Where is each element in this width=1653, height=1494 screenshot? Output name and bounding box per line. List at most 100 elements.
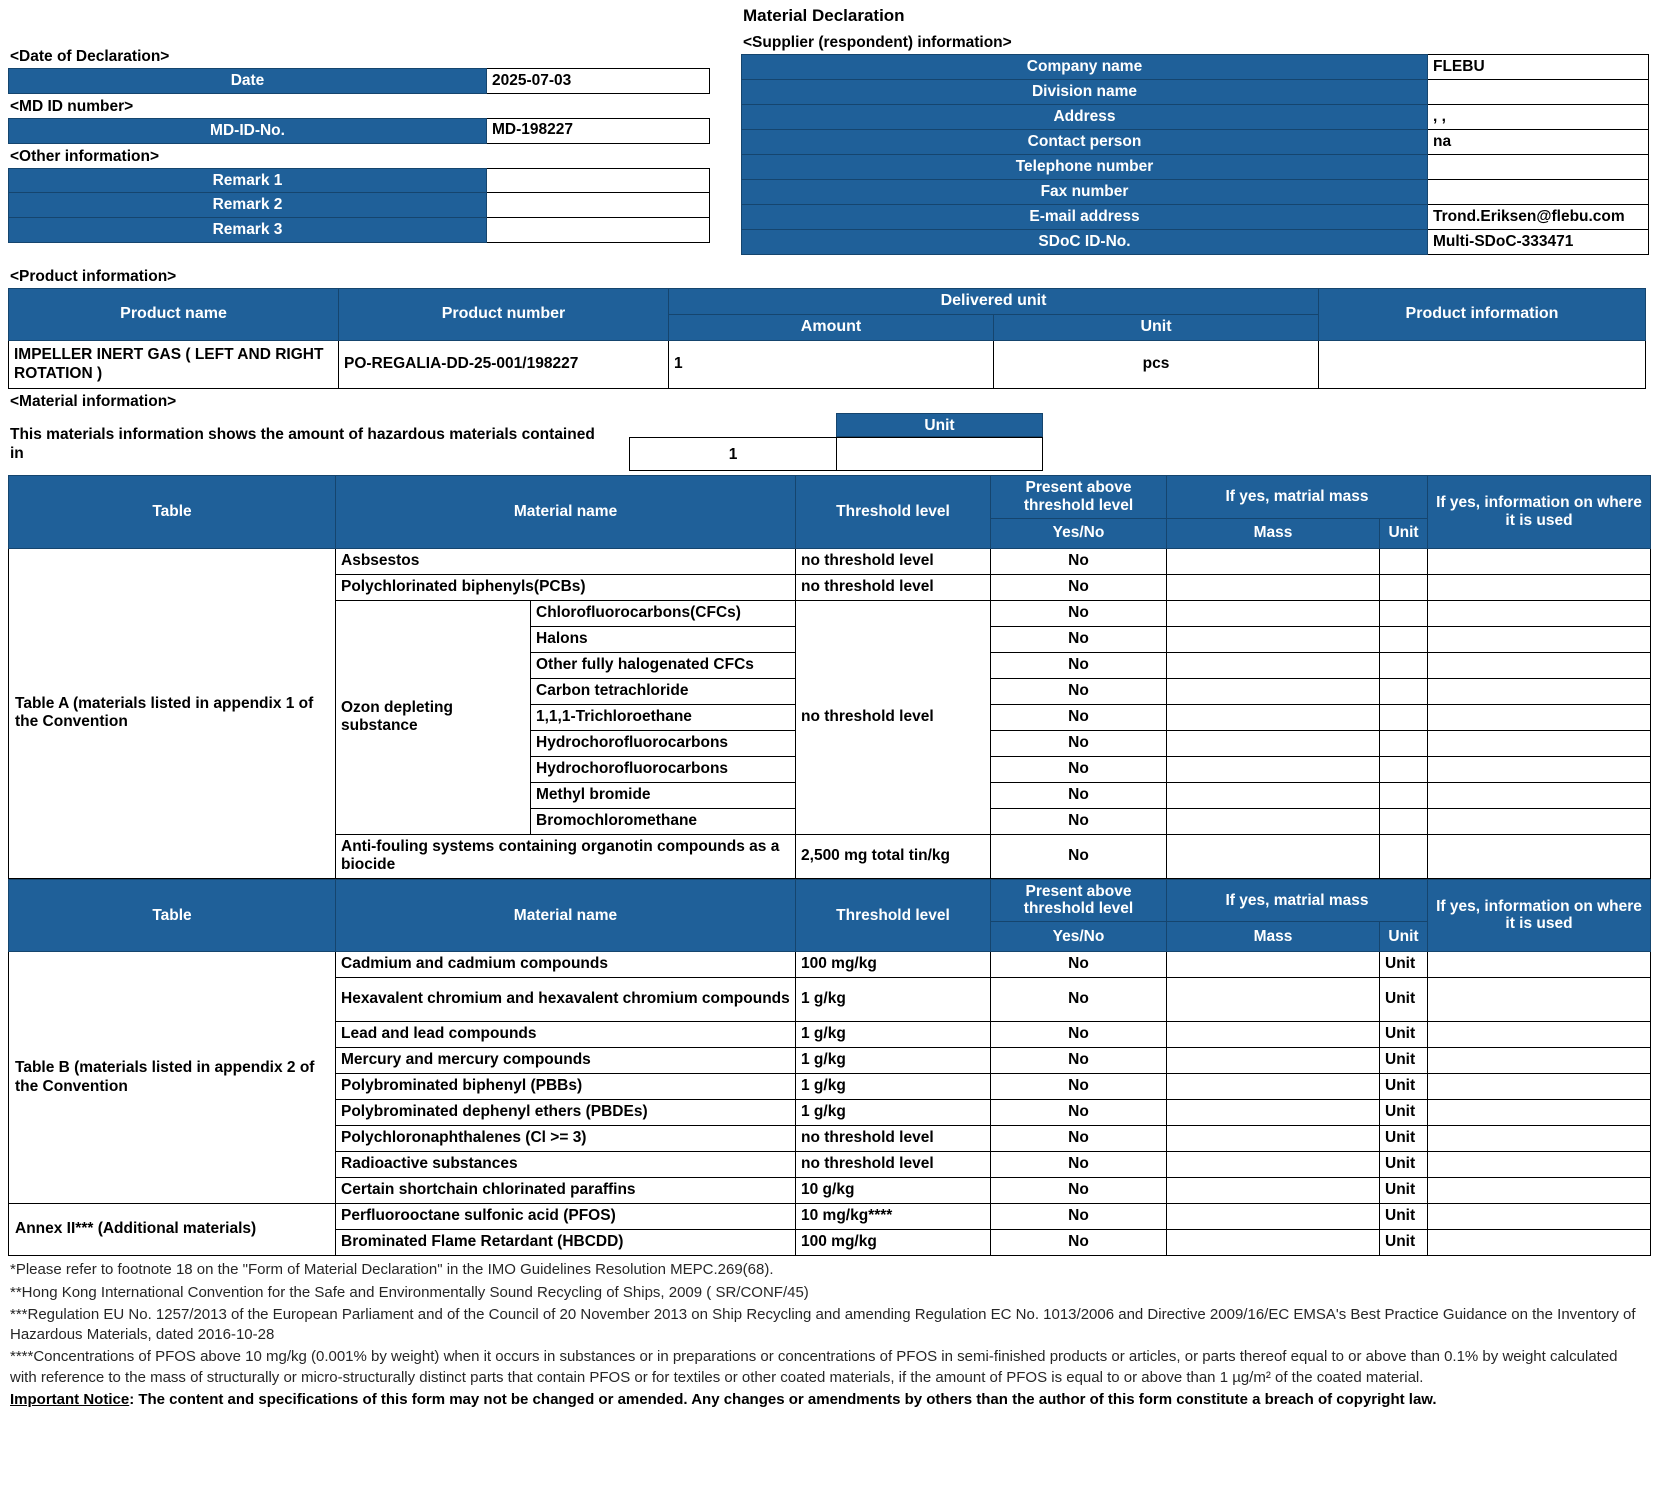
material-mass[interactable]: [1166, 1203, 1380, 1231]
fax-value[interactable]: [1427, 179, 1649, 205]
material-mass[interactable]: [1166, 573, 1381, 601]
usage-information[interactable]: [1427, 703, 1652, 731]
material-mass-unit[interactable]: [1379, 573, 1429, 601]
material-mass[interactable]: [1166, 1021, 1380, 1049]
usage-information[interactable]: [1427, 1203, 1651, 1231]
present-above-threshold[interactable]: No: [990, 977, 1167, 1023]
present-above-threshold[interactable]: No: [990, 651, 1168, 679]
material-mass[interactable]: [1166, 833, 1381, 879]
usage-information[interactable]: [1427, 1229, 1651, 1257]
material-mass[interactable]: [1166, 1229, 1380, 1257]
material-mass[interactable]: [1166, 951, 1380, 979]
material-mass-unit[interactable]: [1379, 833, 1429, 879]
present-above-threshold[interactable]: No: [990, 573, 1168, 601]
material-mass[interactable]: [1166, 977, 1380, 1023]
material-mass-unit[interactable]: Unit: [1379, 1099, 1428, 1127]
usage-information[interactable]: [1427, 781, 1652, 809]
material-unit-value[interactable]: [836, 437, 1043, 471]
material-mass-unit[interactable]: [1379, 651, 1429, 679]
material-mass-unit[interactable]: [1379, 781, 1429, 809]
present-above-threshold[interactable]: No: [990, 625, 1168, 653]
material-mass[interactable]: [1166, 1099, 1380, 1127]
present-above-threshold[interactable]: No: [990, 1203, 1167, 1231]
contact-person-value[interactable]: na: [1427, 129, 1649, 155]
material-mass[interactable]: [1166, 651, 1381, 679]
usage-information[interactable]: [1427, 625, 1652, 653]
usage-information[interactable]: [1427, 1151, 1651, 1179]
usage-information[interactable]: [1427, 677, 1652, 705]
remark-2-value[interactable]: [486, 192, 710, 219]
material-mass[interactable]: [1166, 677, 1381, 705]
product-information-value[interactable]: [1318, 340, 1646, 389]
usage-information[interactable]: [1427, 547, 1652, 575]
address-value[interactable]: , ,: [1427, 104, 1649, 130]
usage-information[interactable]: [1427, 755, 1652, 783]
material-mass-unit[interactable]: [1379, 599, 1429, 627]
usage-information[interactable]: [1427, 573, 1652, 601]
material-mass-unit[interactable]: Unit: [1379, 1229, 1428, 1257]
usage-information[interactable]: [1427, 1021, 1651, 1049]
material-mass[interactable]: [1166, 625, 1381, 653]
product-number-value[interactable]: PO-REGALIA-DD-25-001/198227: [338, 340, 669, 389]
present-above-threshold[interactable]: No: [990, 1177, 1167, 1205]
present-above-threshold[interactable]: No: [990, 703, 1168, 731]
division-name-value[interactable]: [1427, 79, 1649, 105]
email-value[interactable]: Trond.Eriksen@flebu.com: [1427, 204, 1649, 230]
usage-information[interactable]: [1427, 1047, 1651, 1075]
usage-information[interactable]: [1427, 729, 1652, 757]
usage-information[interactable]: [1427, 807, 1652, 835]
material-mass-unit[interactable]: Unit: [1379, 1203, 1428, 1231]
present-above-threshold[interactable]: No: [990, 729, 1168, 757]
material-mass[interactable]: [1166, 729, 1381, 757]
present-above-threshold[interactable]: No: [990, 599, 1168, 627]
material-mass[interactable]: [1166, 1047, 1380, 1075]
usage-information[interactable]: [1427, 977, 1651, 1023]
material-mass-unit[interactable]: Unit: [1379, 977, 1428, 1023]
usage-information[interactable]: [1427, 1125, 1651, 1153]
present-above-threshold[interactable]: No: [990, 1073, 1167, 1101]
material-mass-unit[interactable]: [1379, 729, 1429, 757]
material-mass-unit[interactable]: Unit: [1379, 1177, 1428, 1205]
present-above-threshold[interactable]: No: [990, 1151, 1167, 1179]
material-mass-unit[interactable]: Unit: [1379, 1073, 1428, 1101]
material-mass-unit[interactable]: [1379, 807, 1429, 835]
usage-information[interactable]: [1427, 599, 1652, 627]
present-above-threshold[interactable]: No: [990, 1229, 1167, 1257]
material-mass-unit[interactable]: [1379, 547, 1429, 575]
present-above-threshold[interactable]: No: [990, 547, 1168, 575]
material-mass[interactable]: [1166, 781, 1381, 809]
present-above-threshold[interactable]: No: [990, 755, 1168, 783]
material-mass[interactable]: [1166, 703, 1381, 731]
present-above-threshold[interactable]: No: [990, 951, 1167, 979]
material-mass[interactable]: [1166, 599, 1381, 627]
material-mass-unit[interactable]: [1379, 677, 1429, 705]
material-mass-unit[interactable]: [1379, 625, 1429, 653]
material-mass-unit[interactable]: Unit: [1379, 951, 1428, 979]
remark-3-value[interactable]: [486, 217, 710, 244]
material-mass[interactable]: [1166, 547, 1381, 575]
material-mass[interactable]: [1166, 755, 1381, 783]
material-mass-unit[interactable]: Unit: [1379, 1047, 1428, 1075]
material-mass[interactable]: [1166, 1073, 1380, 1101]
present-above-threshold[interactable]: No: [990, 1021, 1167, 1049]
present-above-threshold[interactable]: No: [990, 1099, 1167, 1127]
material-mass[interactable]: [1166, 1125, 1380, 1153]
md-id-value[interactable]: MD-198227: [486, 117, 710, 144]
product-name-value[interactable]: IMPELLER INERT GAS ( LEFT AND RIGHT ROTA…: [8, 340, 339, 389]
unit-value[interactable]: pcs: [993, 340, 1319, 389]
present-above-threshold[interactable]: No: [990, 1047, 1167, 1075]
usage-information[interactable]: [1427, 1099, 1651, 1127]
sdoc-id-value[interactable]: Multi-SDoC-333471: [1427, 229, 1649, 255]
present-above-threshold[interactable]: No: [990, 1125, 1167, 1153]
usage-information[interactable]: [1427, 1177, 1651, 1205]
present-above-threshold[interactable]: No: [990, 807, 1168, 835]
present-above-threshold[interactable]: No: [990, 833, 1168, 879]
material-mass-unit[interactable]: [1379, 755, 1429, 783]
present-above-threshold[interactable]: No: [990, 781, 1168, 809]
present-above-threshold[interactable]: No: [990, 677, 1168, 705]
usage-information[interactable]: [1427, 1073, 1651, 1101]
material-mass[interactable]: [1166, 807, 1381, 835]
material-mass[interactable]: [1166, 1177, 1380, 1205]
date-value[interactable]: 2025-07-03: [486, 68, 710, 94]
usage-information[interactable]: [1427, 833, 1652, 879]
